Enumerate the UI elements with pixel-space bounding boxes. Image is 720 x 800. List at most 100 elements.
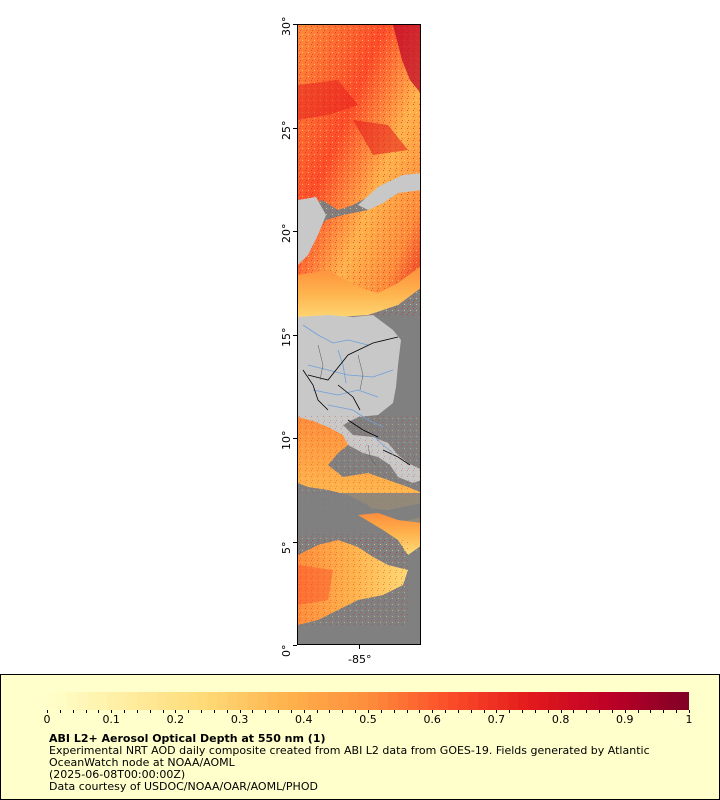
colorbar-segment <box>388 692 399 710</box>
colorbar-segment <box>47 692 58 710</box>
colorbar-tick-mark <box>355 710 357 713</box>
colorbar-segment <box>668 692 680 710</box>
lon-tick-mark <box>359 645 360 649</box>
colorbar-tick-mark <box>586 710 588 713</box>
colorbar-tick-mark <box>188 710 190 713</box>
colorbar-tick-label: 0.9 <box>616 713 634 726</box>
colorbar-segment <box>167 692 178 710</box>
colorbar-segment <box>157 692 168 710</box>
colorbar-tick-mark <box>111 710 113 713</box>
lat-tick-label: 5° <box>280 541 293 554</box>
colorbar-segment <box>57 692 68 710</box>
colorbar-tick-mark <box>599 710 601 713</box>
colorbar-segment <box>638 692 650 710</box>
lat-tick-label: 25° <box>280 120 293 140</box>
colorbar-tick-mark <box>98 710 100 713</box>
colorbar-segment <box>217 692 229 710</box>
colorbar-segment <box>518 692 529 710</box>
colorbar-segment <box>378 692 389 710</box>
colorbar-tick-mark <box>650 710 652 713</box>
colorbar-tick-label: 0.5 <box>359 713 377 726</box>
lat-tick-label: 15° <box>280 327 293 347</box>
colorbar-tick-mark <box>380 710 382 713</box>
lat-tick-label: 20° <box>280 223 293 244</box>
colorbar-tick-mark <box>419 710 421 713</box>
colorbar-segment <box>307 692 319 710</box>
colorbar-tick-label: 0.6 <box>423 713 441 726</box>
colorbar-segment <box>137 692 148 710</box>
lat-tick-mark <box>293 24 297 25</box>
colorbar-segment <box>297 692 309 710</box>
lat-tick-label: 10° <box>280 430 293 451</box>
colorbar-segment <box>498 692 509 710</box>
colorbar-tick-mark <box>560 710 562 713</box>
colorbar-tick-mark <box>162 710 164 713</box>
colorbar-tick-mark <box>124 710 126 713</box>
colorbar-segment <box>257 692 269 710</box>
colorbar-segment <box>347 692 359 710</box>
colorbar-tick-mark <box>496 710 498 713</box>
colorbar-segment <box>508 692 519 710</box>
colorbar-tick-mark <box>201 710 203 713</box>
colorbar-segment <box>558 692 570 710</box>
colorbar-tick-mark <box>676 710 678 713</box>
colorbar-tick-label: 0.3 <box>230 713 249 726</box>
colorbar-segment <box>97 692 108 710</box>
lat-tick-mark <box>293 541 297 543</box>
colorbar-tick-mark <box>226 710 228 713</box>
colorbar-segment <box>127 692 138 710</box>
colorbar-segment <box>227 692 239 710</box>
colorbar-segment <box>418 692 429 710</box>
colorbar-tick-mark <box>175 710 177 713</box>
aod-map <box>298 25 420 644</box>
colorbar-segment <box>588 692 600 710</box>
colorbar-tick-label: 0.1 <box>102 713 120 726</box>
colorbar-tick-mark <box>522 710 524 713</box>
colorbar-tick-mark <box>316 710 318 713</box>
colorbar-tick-mark <box>213 710 215 713</box>
colorbar-tick-mark <box>252 710 254 713</box>
colorbar-segment <box>398 692 409 710</box>
lon-tick-label: -85° <box>348 653 372 666</box>
colorbar-tick-label: 0.4 <box>295 713 313 726</box>
colorbar <box>47 692 689 710</box>
colorbar-segment <box>147 692 158 710</box>
legend-panel: 0 0.1 0.2 0.3 0.4 0.5 0.6 0.7 0.8 0.9 1 ABI L2+ Ae… <box>0 674 720 800</box>
colorbar-segment <box>478 692 489 710</box>
legend-date: (2025-06-08T00:00:00Z) <box>49 768 186 781</box>
colorbar-segment <box>658 692 670 710</box>
colorbar-tick-mark <box>689 710 690 713</box>
legend-title: ABI L2+ Aerosol Optical Depth at 550 nm … <box>49 732 326 745</box>
colorbar-segment <box>468 692 479 710</box>
lat-tick-mark <box>293 438 297 439</box>
lat-tick-mark <box>293 231 297 232</box>
colorbar-tick-mark <box>47 710 48 713</box>
colorbar-segment <box>357 692 369 710</box>
colorbar-tick-mark <box>457 710 459 713</box>
colorbar-tick-mark <box>290 710 292 713</box>
colorbar-segment <box>117 692 128 710</box>
colorbar-tick-mark <box>329 710 331 713</box>
colorbar-segment <box>628 692 640 710</box>
lat-tick-label: 30° <box>280 16 293 37</box>
colorbar-segment <box>548 692 560 710</box>
colorbar-segment <box>448 692 459 710</box>
colorbar-tick-mark <box>483 710 485 713</box>
colorbar-tick-mark <box>393 710 395 713</box>
land-central-america <box>298 315 420 483</box>
colorbar-segment <box>107 692 118 710</box>
colorbar-segment <box>207 692 219 710</box>
colorbar-tick-label: 1 <box>685 713 693 726</box>
colorbar-segment <box>678 692 689 710</box>
colorbar-tick-mark <box>265 710 267 713</box>
lat-tick-mark <box>293 127 297 129</box>
colorbar-segment <box>267 692 279 710</box>
colorbar-tick-mark <box>278 710 280 713</box>
colorbar-segment <box>247 692 259 710</box>
colorbar-tick-mark <box>239 710 241 713</box>
colorbar-segment <box>578 692 590 710</box>
colorbar-tick-label: 0.7 <box>487 713 506 726</box>
colorbar-tick-mark <box>445 710 447 713</box>
land-yucatan <box>358 173 420 210</box>
colorbar-tick-mark <box>406 710 408 713</box>
